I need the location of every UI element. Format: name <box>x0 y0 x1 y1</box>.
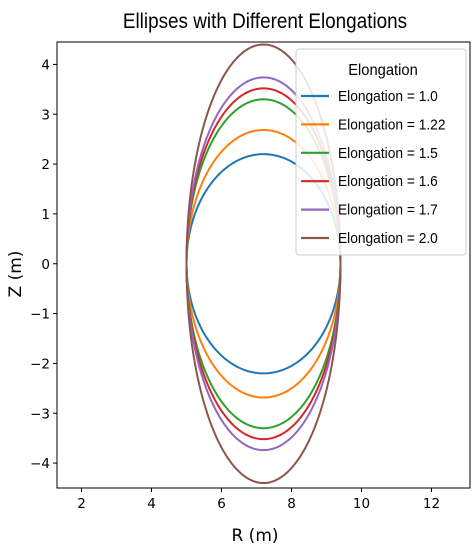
legend-label-0: Elongation = 1.0 <box>338 88 438 104</box>
x-tick-label: 12 <box>423 496 440 512</box>
y-tick-label: 4 <box>41 57 50 73</box>
y-tick-label: 0 <box>41 257 50 273</box>
y-tick-label: −2 <box>30 356 50 372</box>
legend-box <box>295 48 467 256</box>
legend-title: Elongation <box>348 62 418 79</box>
y-tick-label: 2 <box>41 157 50 173</box>
y-tick-label: −3 <box>30 406 50 422</box>
x-tick-label: 2 <box>77 496 86 512</box>
x-tick-label: 10 <box>353 496 370 512</box>
legend-label-3: Elongation = 1.6 <box>338 173 438 189</box>
x-tick-label: 8 <box>287 496 296 512</box>
plot-frame <box>56 41 471 489</box>
y-tick-label: 1 <box>41 207 50 223</box>
y-tick-label: 3 <box>41 107 50 123</box>
x-tick-label: 4 <box>147 496 156 512</box>
chart-title: Ellipses with Different Elongations <box>123 10 407 33</box>
x-axis-label: R (m) <box>231 526 278 546</box>
legend-label-1: Elongation = 1.22 <box>338 116 446 132</box>
y-tick-label: −4 <box>30 456 50 472</box>
legend-items: Elongation = 1.0 Elongation = 1.22 Elongat… <box>301 88 446 246</box>
y-axis-label: Z (m) <box>6 251 26 298</box>
y-tick-label: −1 <box>30 307 50 323</box>
x-tick-label: 6 <box>217 496 226 512</box>
legend-label-2: Elongation = 1.5 <box>338 144 438 160</box>
legend-label-4: Elongation = 1.7 <box>338 201 438 217</box>
legend-label-5: Elongation = 2.0 <box>338 230 438 246</box>
